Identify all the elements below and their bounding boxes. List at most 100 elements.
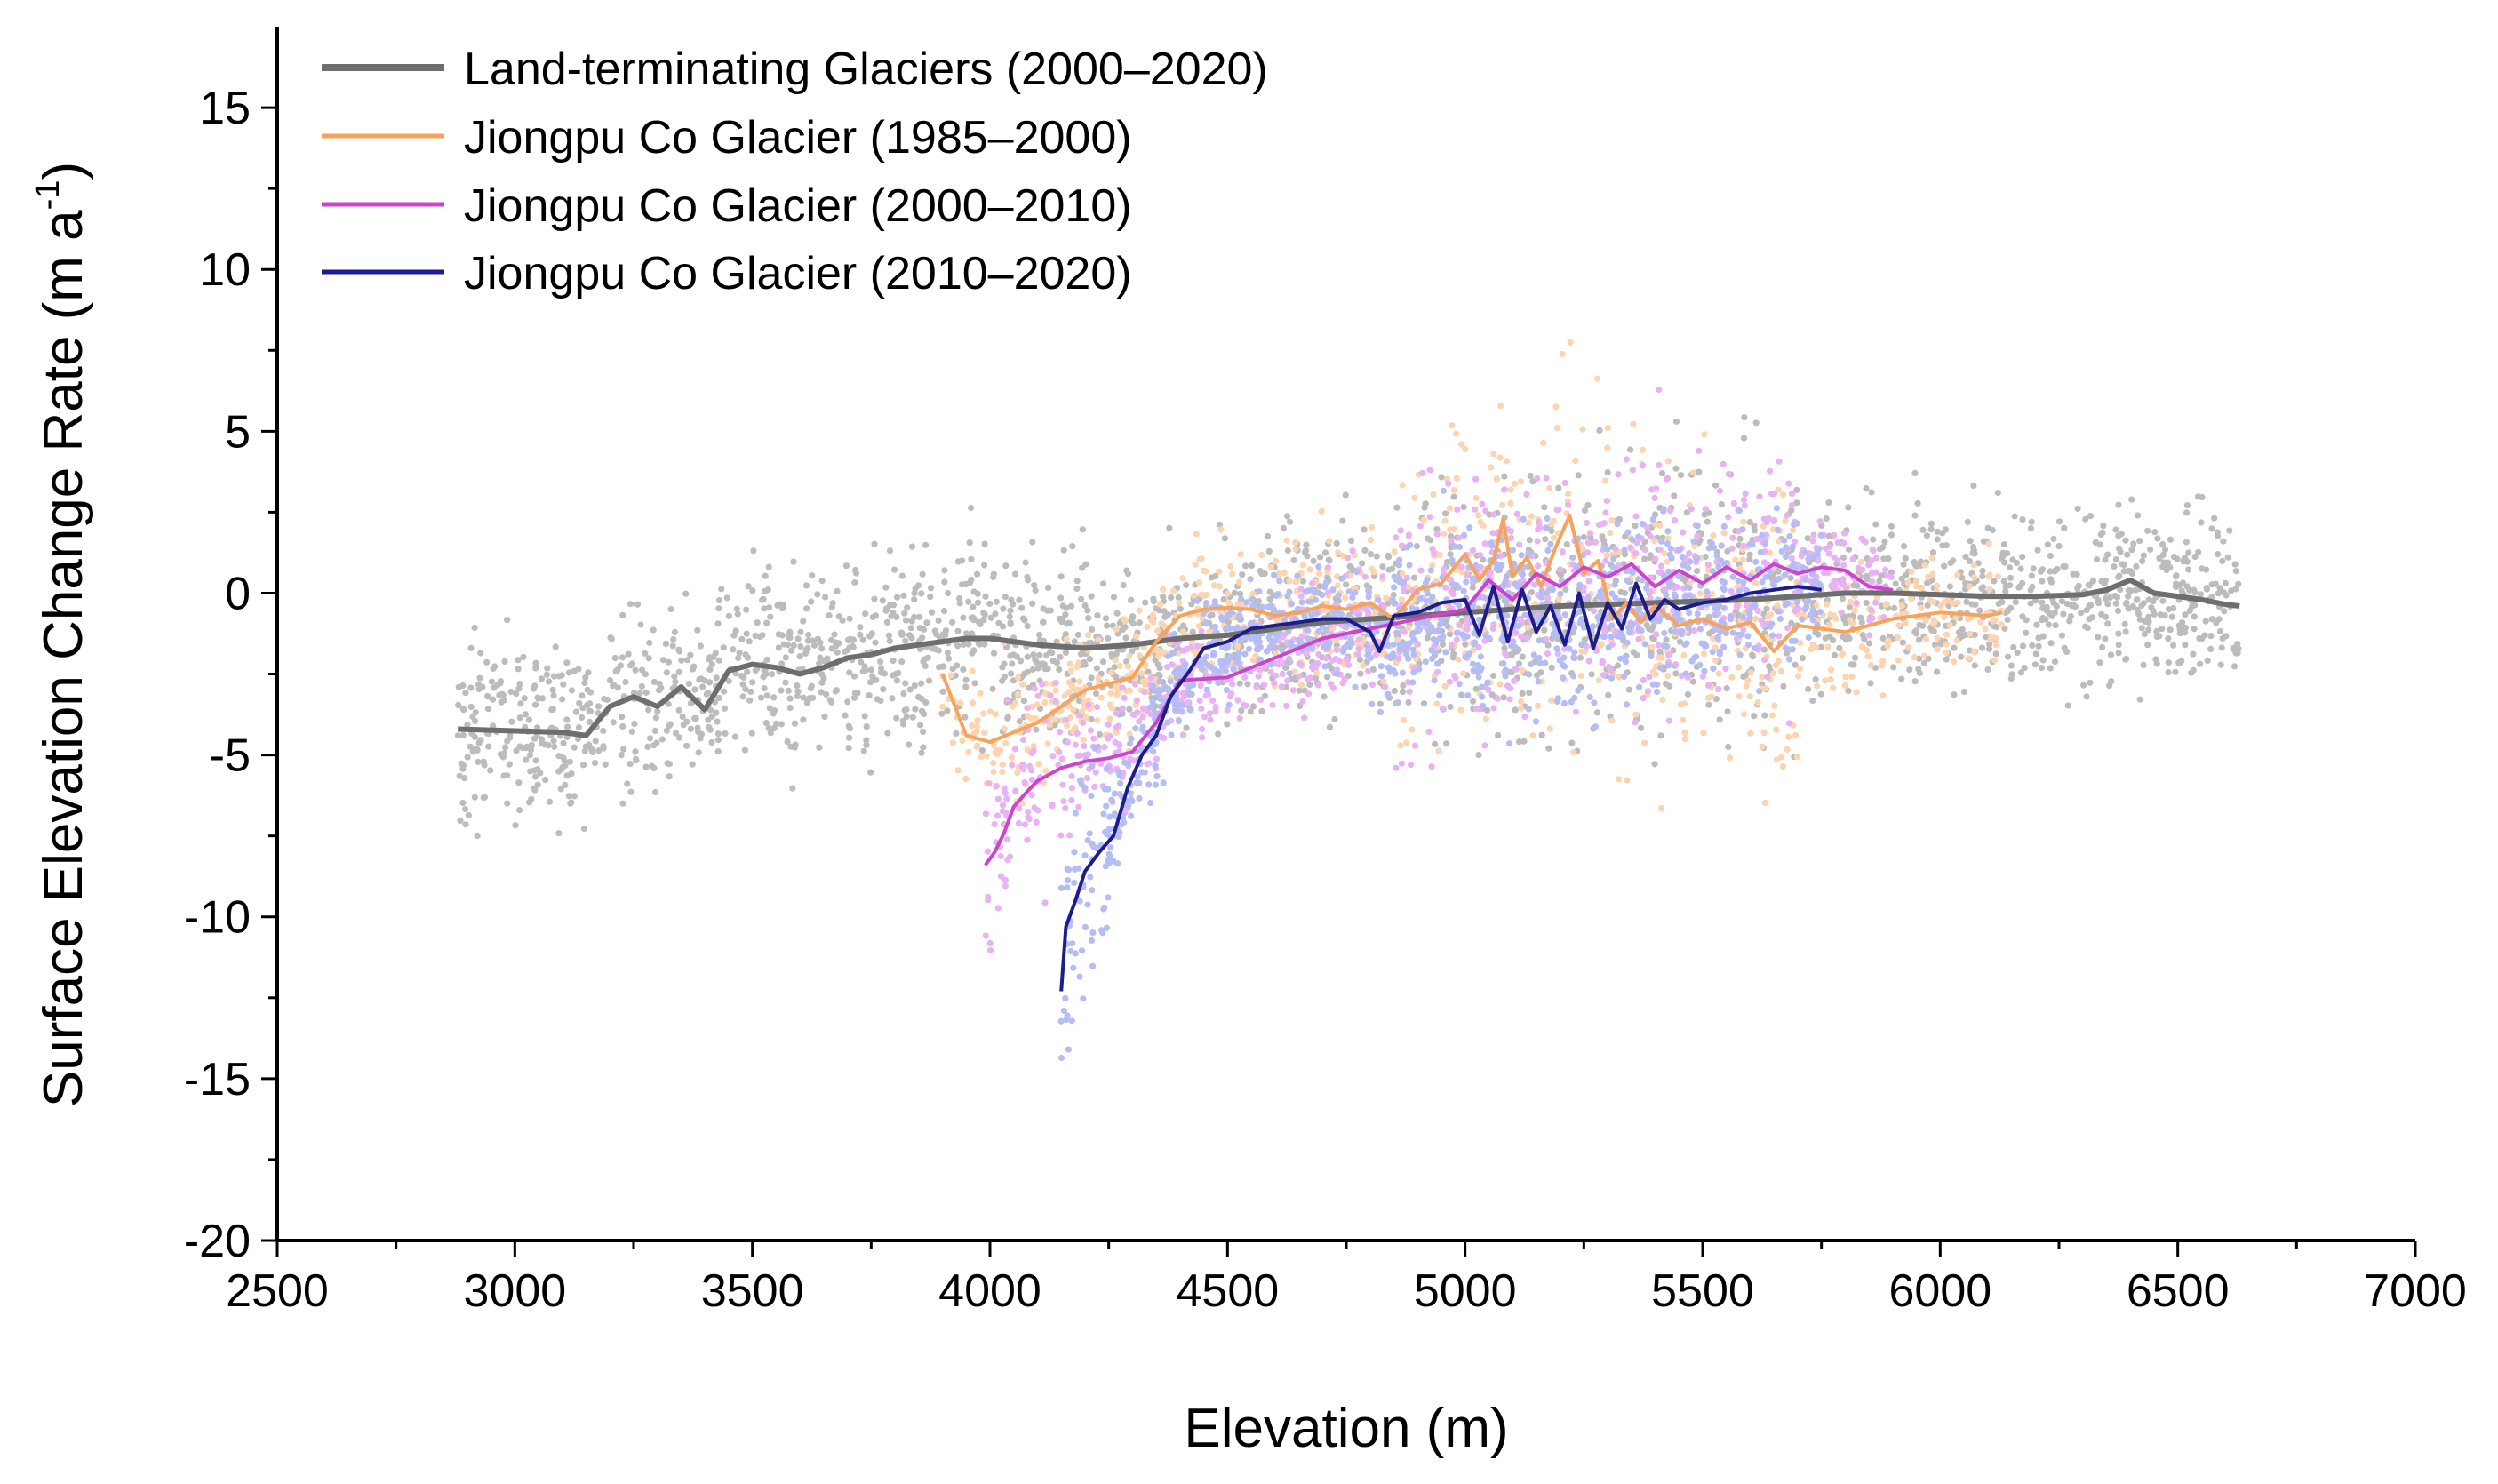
scatter-point	[930, 645, 937, 652]
scatter-point	[1256, 588, 1263, 595]
scatter-point	[1535, 702, 1542, 709]
scatter-point	[1443, 740, 1450, 747]
scatter-point	[1922, 635, 1930, 642]
scatter-point	[1012, 787, 1019, 794]
scatter-point	[1034, 701, 1041, 708]
scatter-point	[1161, 613, 1169, 621]
scatter-point	[1458, 569, 1465, 576]
scatter-point	[2023, 629, 2030, 636]
scatter-point	[684, 657, 691, 664]
scatter-point	[1057, 573, 1065, 580]
scatter-point	[1815, 631, 1822, 638]
scatter-point	[1816, 608, 1824, 616]
scatter-point	[673, 730, 680, 737]
scatter-point	[1347, 636, 1354, 643]
scatter-point	[687, 725, 695, 732]
scatter-point	[763, 656, 770, 663]
scatter-point	[2151, 529, 2159, 536]
scatter-point	[1241, 701, 1248, 709]
scatter-point	[1939, 530, 1946, 537]
scatter-point	[1198, 555, 1205, 562]
scatter-point	[1950, 557, 1957, 564]
scatter-point	[1518, 552, 1525, 559]
scatter-point	[1546, 725, 1553, 732]
scatter-point	[2115, 501, 2122, 508]
scatter-point	[619, 611, 626, 619]
scatter-point	[1367, 536, 1374, 544]
scatter-point	[1841, 530, 1848, 537]
scatter-point	[1117, 780, 1124, 787]
scatter-point	[1108, 669, 1115, 676]
scatter-point	[2027, 525, 2034, 532]
scatter-point	[1073, 585, 1081, 593]
scatter-point	[1024, 746, 1031, 754]
scatter-point	[1528, 589, 1536, 596]
scatter-point	[1805, 634, 1812, 642]
scatter-point	[1850, 582, 1857, 589]
scatter-point	[1136, 718, 1143, 725]
scatter-point	[911, 596, 918, 603]
scatter-point	[1425, 728, 1433, 736]
scatter-point	[572, 708, 580, 715]
scatter-point	[925, 677, 933, 684]
scatter-point	[1441, 565, 1448, 573]
scatter-point	[1741, 711, 1748, 718]
scatter-point	[679, 713, 686, 721]
scatter-point	[1093, 704, 1101, 711]
scatter-point	[2037, 568, 2045, 575]
scatter-point	[1680, 652, 1688, 659]
scatter-point	[893, 677, 901, 684]
scatter-point	[1704, 682, 1712, 689]
scatter-point	[743, 630, 750, 637]
scatter-point	[456, 772, 463, 779]
scatter-point	[2172, 668, 2179, 675]
scatter-point	[1706, 630, 1713, 637]
scatter-point	[1684, 584, 1691, 591]
scatter-point	[1927, 520, 1935, 527]
scatter-point	[1357, 656, 1364, 664]
scatter-point	[1506, 696, 1513, 703]
scatter-point	[1501, 486, 1508, 493]
scatter-point	[1698, 640, 1705, 647]
scatter-point	[1476, 616, 1483, 623]
scatter-point	[1390, 641, 1397, 648]
scatter-point	[1814, 682, 1821, 690]
scatter-point	[1880, 555, 1887, 562]
scatter-point	[1082, 561, 1089, 568]
scatter-point	[626, 601, 634, 608]
scatter-point	[498, 698, 505, 706]
scatter-point	[2089, 577, 2097, 585]
scatter-point	[869, 613, 876, 621]
scatter-point	[1825, 532, 1832, 539]
scatter-point	[2161, 547, 2169, 554]
scatter-point	[1049, 802, 1056, 810]
scatter-point	[1045, 584, 1052, 592]
scatter-point	[938, 710, 946, 717]
scatter-point	[898, 631, 906, 638]
scatter-point	[1493, 475, 1500, 483]
scatter-point	[766, 705, 773, 712]
scatter-point	[1435, 747, 1442, 754]
scatter-point	[867, 769, 874, 776]
scatter-point	[1696, 626, 1704, 633]
scatter-point	[1179, 628, 1186, 635]
scatter-point	[927, 594, 934, 601]
scatter-point	[1535, 678, 1542, 685]
scatter-point	[1337, 610, 1345, 618]
scatter-point	[959, 738, 966, 745]
scatter-point	[2047, 576, 2055, 583]
scatter-point	[857, 631, 864, 639]
scatter-point	[1141, 688, 1148, 696]
scatter-point	[1838, 609, 1845, 616]
scatter-point	[1827, 676, 1834, 683]
scatter-point	[1059, 781, 1066, 788]
scatter-point	[1389, 596, 1396, 603]
scatter-point	[907, 625, 914, 632]
scatter-point	[1718, 501, 1725, 508]
scatter-point	[1160, 586, 1167, 594]
scatter-point	[992, 610, 999, 618]
scatter-point	[1870, 536, 1877, 543]
scatter-point	[1647, 595, 1654, 602]
scatter-point	[1664, 458, 1672, 465]
scatter-point	[1757, 548, 1764, 556]
